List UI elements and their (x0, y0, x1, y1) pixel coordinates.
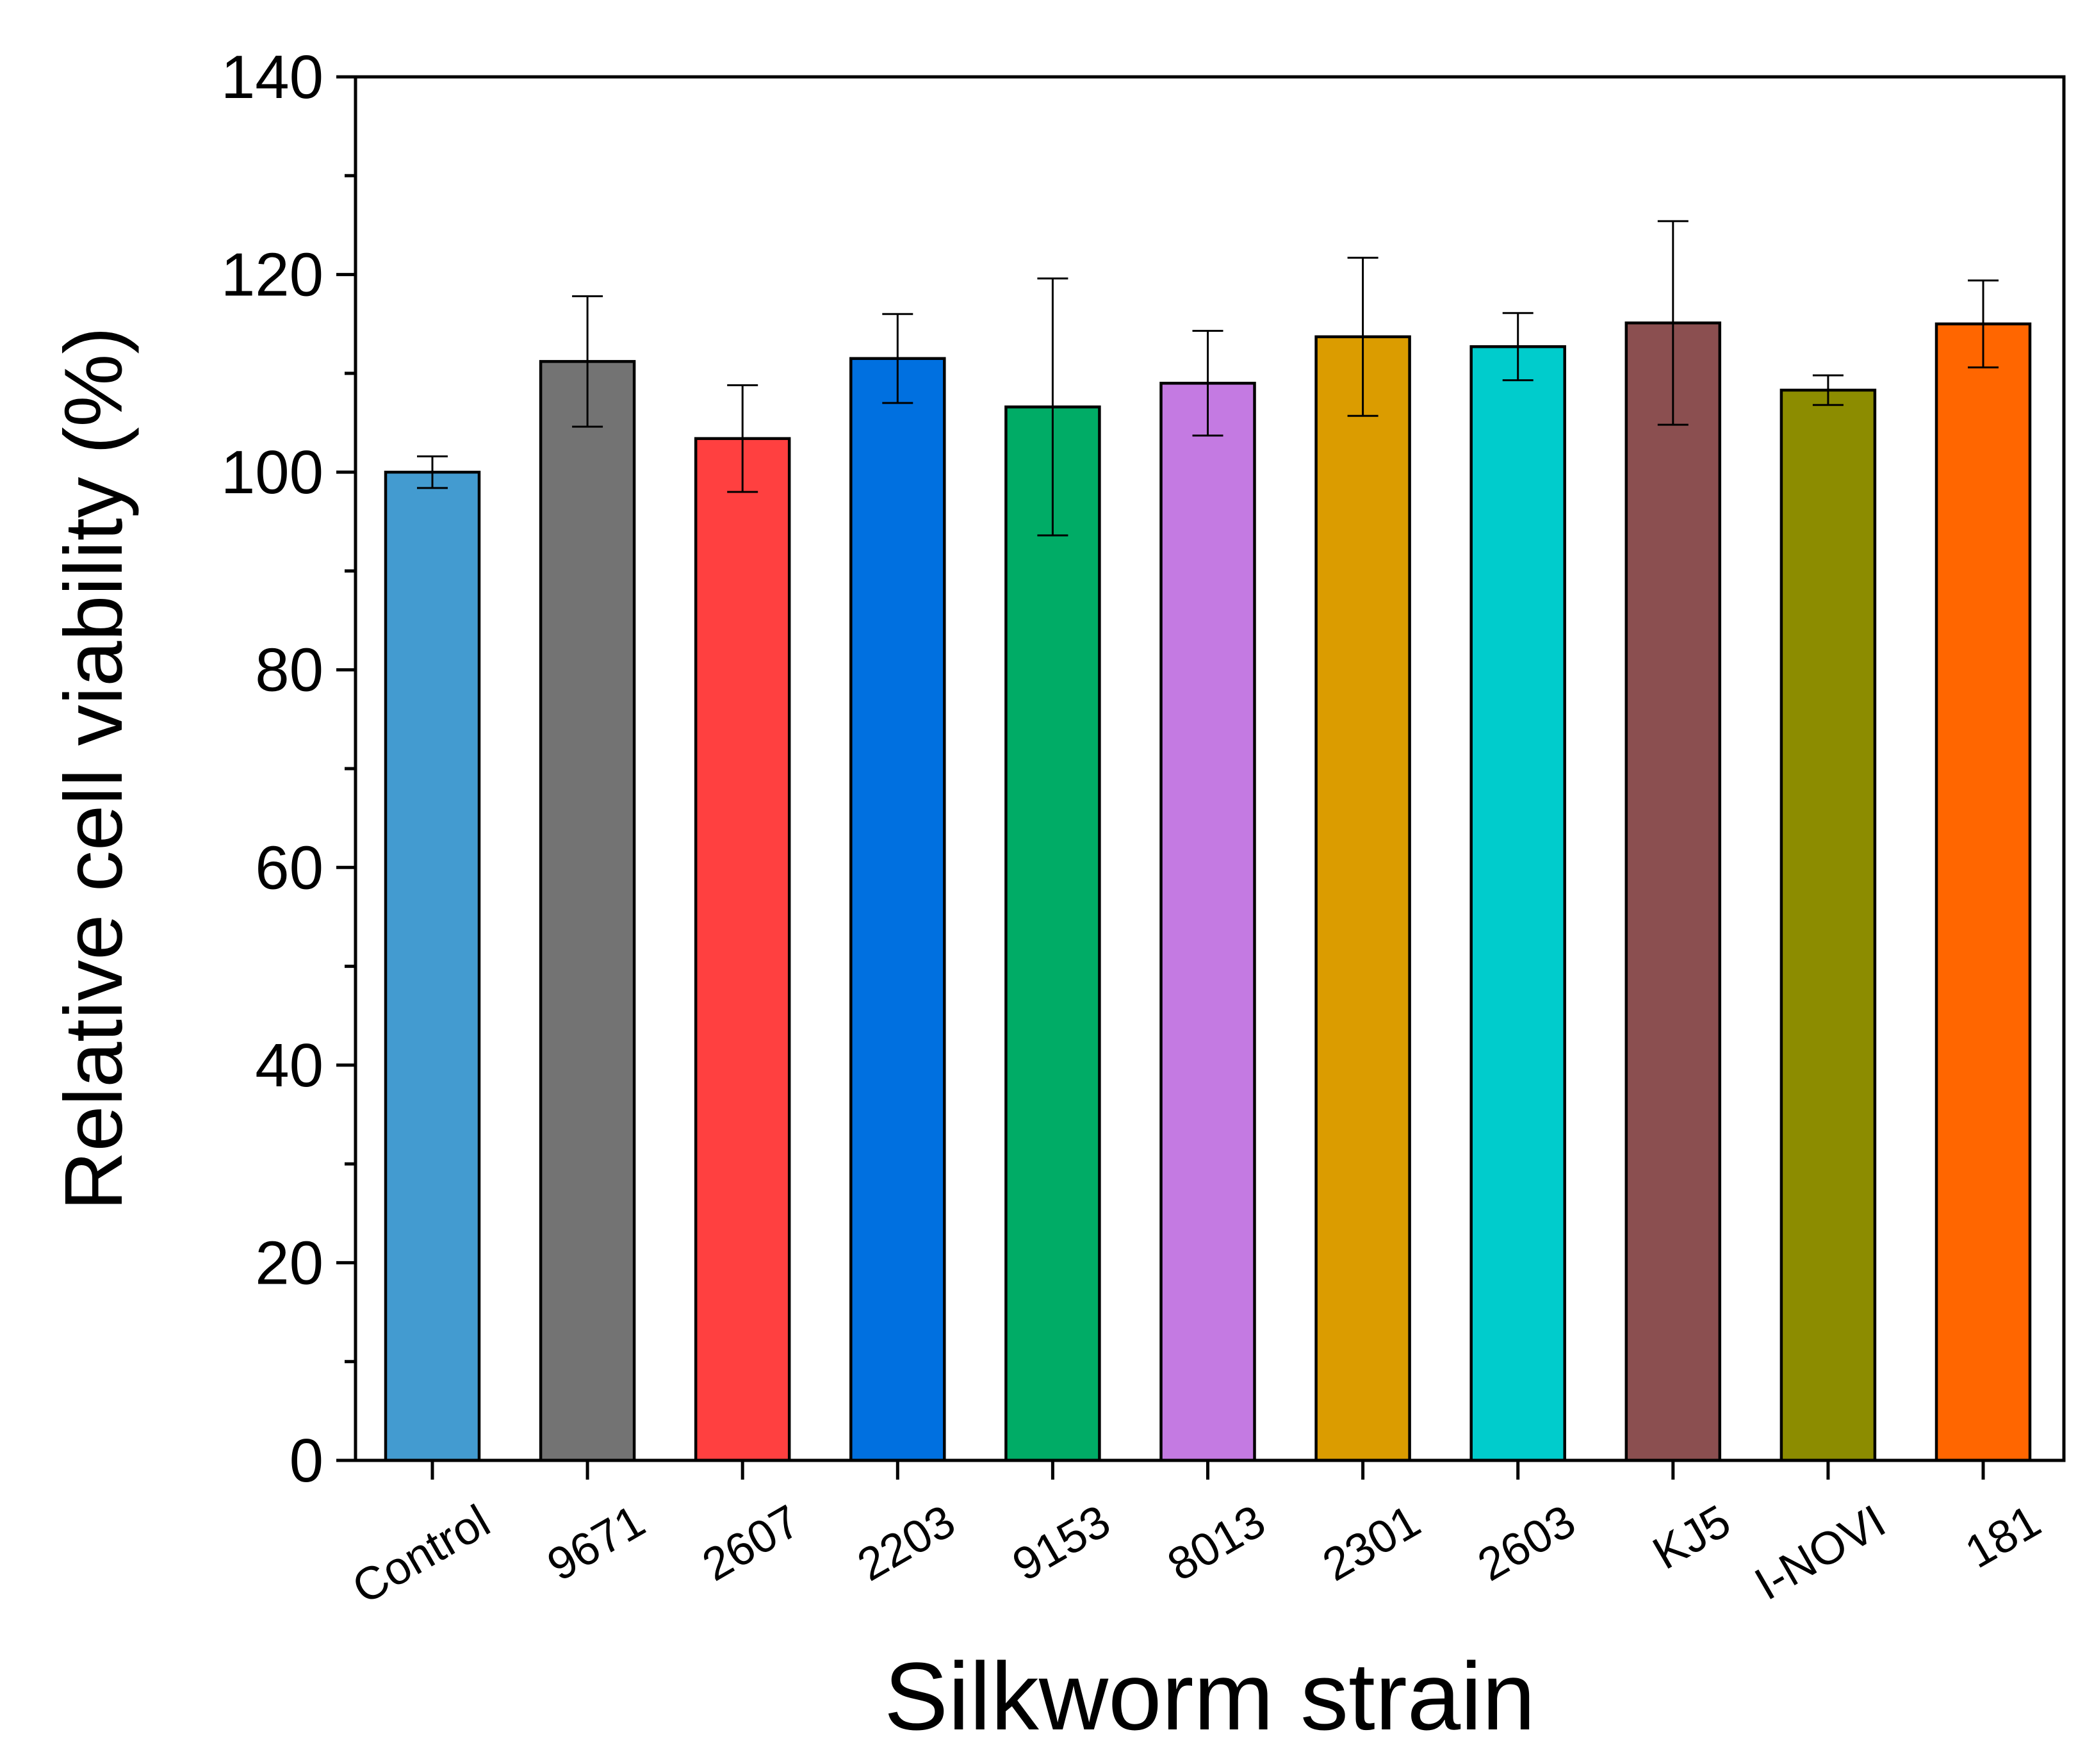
bar-kj5 (1624, 321, 1722, 1462)
x-tick-label-kj5: KJ5 (1644, 1496, 1738, 1580)
x-axis-title: Silkworm strain (884, 1642, 1535, 1750)
x-tick-label-9153: 9153 (1004, 1496, 1119, 1591)
y-tick-label: 60 (255, 833, 323, 902)
y-tick-label: 0 (290, 1426, 323, 1495)
bar-9671 (539, 360, 636, 1462)
bar-control (384, 470, 481, 1462)
y-tick-label: 20 (255, 1229, 323, 1297)
bar-181 (1934, 322, 2032, 1462)
y-tick-label: 140 (221, 43, 323, 111)
bar-2607 (694, 437, 791, 1462)
bar-9153 (1004, 405, 1101, 1462)
y-tick-label: 100 (221, 438, 323, 507)
x-tick-label-2603: 2603 (1469, 1496, 1584, 1591)
plot-area: 0 20 40 60 80 100 120 140 Control 9671 2607 2203 915… (221, 43, 2066, 1614)
bar-8013 (1159, 382, 1256, 1462)
x-tick-label-8013: 8013 (1159, 1496, 1274, 1591)
x-tick-label-2203: 2203 (849, 1496, 964, 1591)
bar-2203 (849, 357, 946, 1462)
bar-2603 (1469, 345, 1566, 1462)
x-tick-label-2607: 2607 (694, 1496, 808, 1591)
bar-i-novi (1779, 388, 1877, 1462)
y-tick-label: 80 (255, 636, 323, 705)
x-tick-label-181: 181 (1957, 1496, 2049, 1578)
x-tick-label-9671: 9671 (539, 1496, 653, 1591)
x-tick-label-i-novi: I-NOVI (1746, 1496, 1894, 1610)
x-tick-label-control: Control (344, 1496, 498, 1614)
y-tick-label: 120 (221, 241, 323, 309)
bar-2301 (1314, 335, 1411, 1462)
y-axis-title: Relative cell viability (%) (48, 327, 140, 1211)
x-tick-label-2301: 2301 (1314, 1496, 1429, 1591)
y-tick-label: 40 (255, 1031, 323, 1100)
